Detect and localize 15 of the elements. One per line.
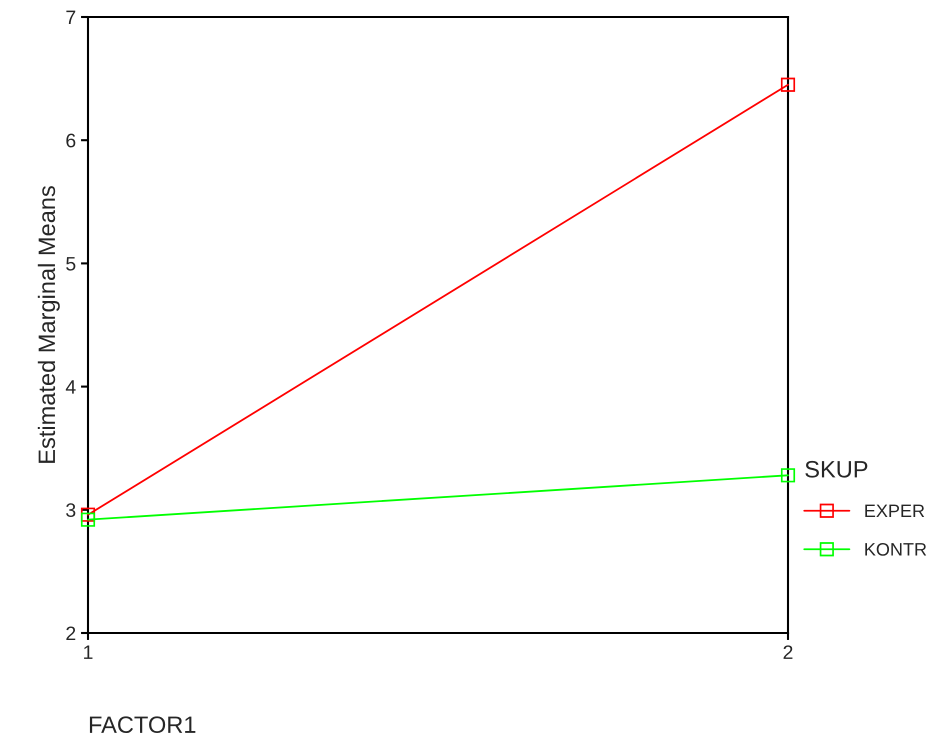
y-tick-label: 4: [66, 380, 76, 394]
y-tick-label: 7: [66, 10, 76, 24]
legend-title: SKUP: [805, 460, 868, 478]
x-tick-label: 1: [84, 646, 92, 659]
legend-label: KONTR: [865, 542, 926, 556]
legend-label: EXPER: [865, 504, 924, 518]
point: [780, 468, 796, 482]
y-tick-label: 3: [66, 503, 76, 518]
point: [780, 78, 796, 92]
y-tick-label: 5: [66, 257, 76, 271]
y-tick-label: 6: [66, 134, 76, 148]
y-axis-title: Estimated Marginal Means: [38, 186, 60, 463]
point: [80, 512, 96, 527]
y-tick-label: 2: [66, 626, 76, 640]
x-axis-title: FACTOR1: [90, 716, 196, 734]
